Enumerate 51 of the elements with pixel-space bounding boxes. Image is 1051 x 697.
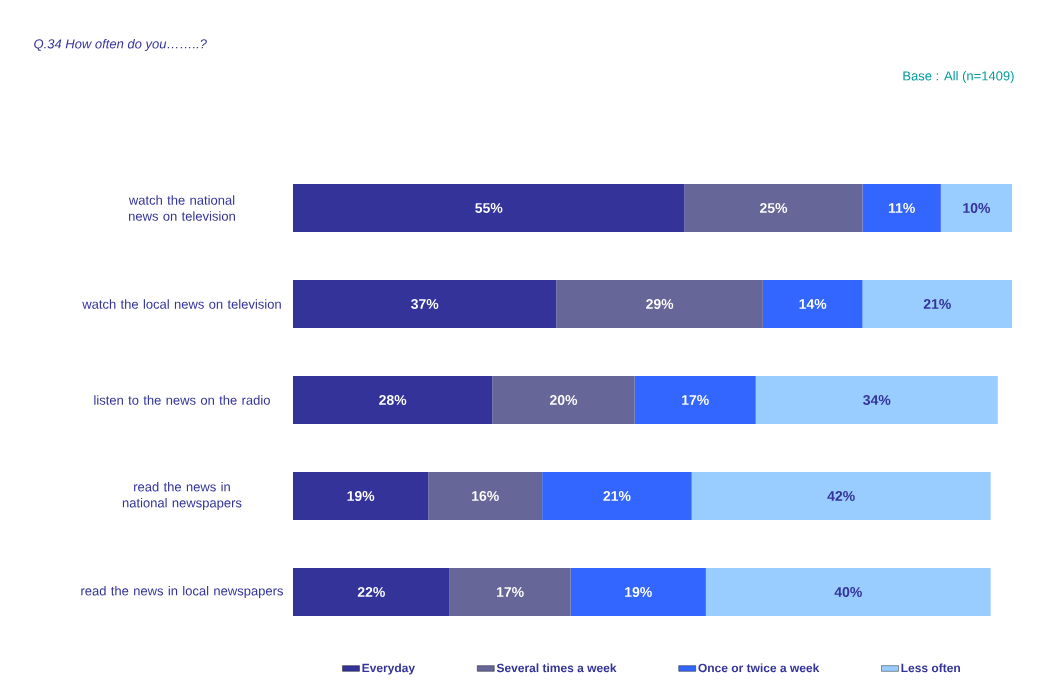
- y-tick-label: read the news in national newspapers: [122, 481, 242, 511]
- data-label: 19%: [347, 491, 375, 501]
- bar: [428, 472, 543, 520]
- bar: [293, 568, 450, 616]
- data-label: 21%: [923, 299, 951, 309]
- bar: [449, 568, 571, 616]
- bar: [940, 184, 1013, 232]
- data-label: 42%: [827, 491, 855, 501]
- bar: [762, 280, 863, 328]
- bar: [293, 472, 429, 520]
- bar: [634, 376, 756, 424]
- data-label: 10%: [963, 203, 991, 213]
- y-tick-label: listen to the news on the radio: [94, 395, 270, 405]
- data-label: 17%: [496, 587, 524, 597]
- data-label: 20%: [549, 395, 578, 405]
- data-label: 40%: [834, 587, 862, 597]
- data-label: 16%: [472, 491, 499, 501]
- bar: [691, 472, 991, 520]
- legend-label: Less often: [901, 663, 960, 673]
- data-label: 17%: [682, 395, 709, 405]
- bar: [755, 376, 998, 424]
- data-label: 25%: [760, 203, 788, 213]
- text: Base : All (n=1409): [903, 70, 1014, 84]
- data-label: 34%: [863, 395, 891, 405]
- legend-label: Everyday: [362, 663, 415, 675]
- bar: [862, 280, 1013, 328]
- data-label: 11%: [888, 203, 915, 213]
- bar: [684, 184, 863, 232]
- data-label: 37%: [411, 299, 439, 309]
- bar: [862, 184, 941, 232]
- y-tick-label: watch the local news on television: [82, 299, 281, 309]
- bar: [556, 280, 763, 328]
- bar: [293, 184, 685, 232]
- data-label: 19%: [625, 587, 652, 597]
- bar: [705, 568, 991, 616]
- bar: [293, 280, 557, 328]
- legend-label: Several times a week: [496, 663, 617, 673]
- data-label: 28%: [379, 395, 407, 405]
- y-tick-label: read the news in local newspapers: [81, 585, 283, 599]
- text: Q.34 How often do you……..?: [34, 38, 207, 52]
- data-label: 21%: [603, 491, 631, 501]
- data-label: 55%: [475, 203, 503, 213]
- bar: [293, 376, 493, 424]
- data-label: 22%: [357, 587, 385, 597]
- y-tick-label: watch the national news on television: [128, 195, 235, 221]
- bar: [492, 376, 635, 424]
- bar: [542, 472, 692, 520]
- data-label: 29%: [646, 299, 674, 309]
- bar: [570, 568, 706, 616]
- legend-label: Once or twice a week: [698, 663, 820, 673]
- data-label: 14%: [799, 299, 827, 309]
